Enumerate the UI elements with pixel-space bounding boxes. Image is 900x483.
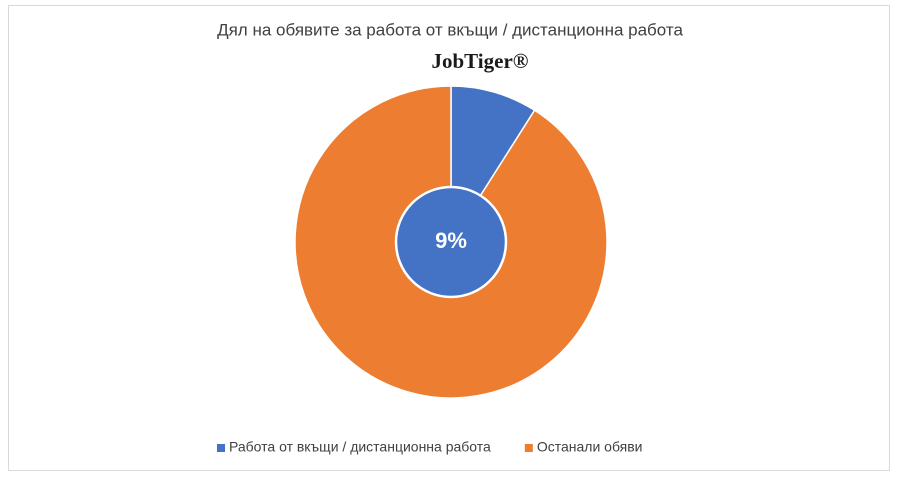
label-badge (394, 185, 508, 299)
legend-swatch (524, 444, 533, 452)
legend-swatch (217, 444, 225, 452)
legend-label: Работа от вкъщи / дистанционна работа (229, 439, 491, 455)
logo: JobTiger® (432, 49, 529, 73)
chart-title: Дял на обявите за работа от вкъщи / дист… (217, 20, 683, 39)
legend-label: Останали обяви (537, 439, 643, 455)
data-label: 9% (435, 228, 467, 253)
